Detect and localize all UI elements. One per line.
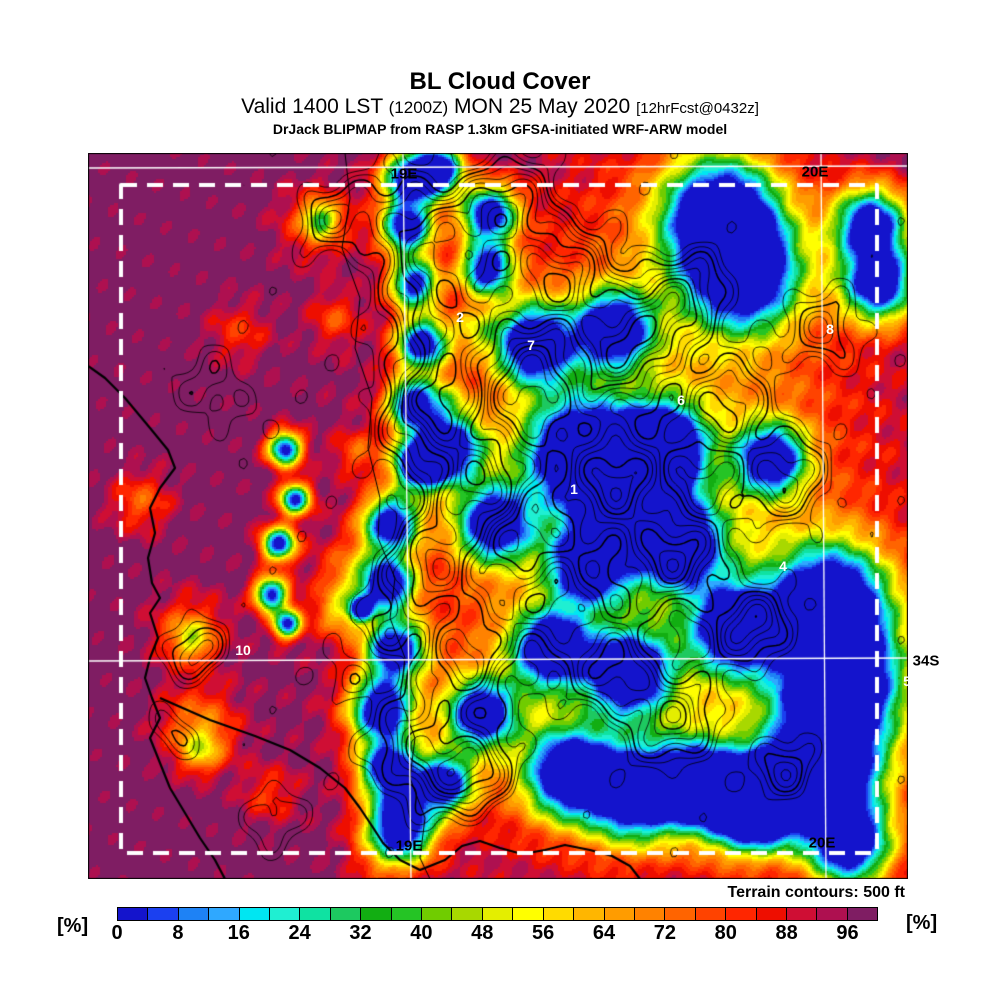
colorbar-segment	[481, 908, 513, 920]
colorbar-unit-left: [%]	[57, 915, 89, 937]
grid-label-20e: 20E	[801, 163, 829, 181]
site-number-6: 6	[677, 392, 685, 408]
grid-label-34s: 34S	[912, 652, 940, 670]
colorbar-tick-label: 24	[288, 922, 311, 944]
colorbar-segment	[238, 908, 270, 920]
colorbar-unit-right: [%]	[906, 912, 938, 934]
colorbar-tick-label: 64	[592, 922, 616, 944]
colorbar-tick-label: 40	[410, 922, 433, 944]
colorbar-tick-label: 88	[775, 922, 798, 944]
colorbar-segment	[725, 908, 756, 920]
site-number-4: 4	[779, 558, 787, 574]
colorbar-segment	[147, 908, 178, 920]
model-line: DrJack BLIPMAP from RASP 1.3km GFSA-init…	[272, 121, 728, 137]
colorbar-segment	[360, 908, 391, 920]
grid-label-19e: 19E	[395, 837, 423, 855]
terrain-contours-note: Terrain contours: 500 ft	[727, 884, 905, 901]
colorbar-segment	[816, 908, 847, 920]
colorbar-segment	[177, 908, 209, 920]
site-number-8: 8	[826, 321, 834, 337]
cloud-cover-field-canvas	[88, 153, 908, 879]
colorbar-segment	[633, 908, 665, 920]
site-number-7: 7	[527, 337, 535, 353]
page-title: BL Cloud Cover	[409, 68, 591, 95]
colorbar-segment	[269, 908, 300, 920]
site-number-10: 10	[235, 642, 251, 658]
colorbar-tick-label: 48	[471, 922, 494, 944]
colorbar-segment	[329, 908, 361, 920]
colorbar-tick-label: 32	[349, 922, 372, 944]
valid-time-z: (1200Z)	[388, 98, 449, 117]
valid-time-line: Valid 1400 LST (1200Z) MON 25 May 2020 […	[0, 95, 1000, 119]
colorbar-segment	[421, 908, 452, 920]
colorbar-tick-label: 0	[111, 922, 123, 944]
colorbar-segment	[785, 908, 817, 920]
colorbar-segment	[512, 908, 543, 920]
valid-time-date: MON 25 May 2020	[448, 95, 637, 118]
colorbar-segment	[755, 908, 786, 920]
grid-label-20e: 20E	[808, 834, 836, 852]
forecast-map: 19E 20E 19E 20E 34S 1 2 4 5 6 7 8 10	[88, 153, 939, 879]
colorbar-segment	[846, 908, 878, 920]
colorbar-tick-label: 16	[227, 922, 250, 944]
site-number-2: 2	[456, 309, 464, 325]
forecast-tag: [12hrFcst@0432z]	[636, 100, 759, 117]
colorbar-segment	[390, 908, 422, 920]
colorbar-segment	[208, 908, 239, 920]
colorbar-segment	[542, 908, 574, 920]
colorbar-segment	[603, 908, 634, 920]
colorbar-segment	[664, 908, 695, 920]
colorbar-tick-label: 72	[653, 922, 677, 944]
colorbar-segment	[299, 908, 330, 920]
colorbar-segment	[573, 908, 604, 920]
valid-time-main: Valid 1400 LST	[241, 95, 389, 118]
colorbar-tick-label: 96	[836, 922, 859, 944]
grid-label-19e: 19E	[390, 165, 418, 183]
site-number-1: 1	[570, 481, 578, 497]
colorbar-tick-label: 56	[532, 922, 555, 944]
colorbar-segment	[694, 908, 726, 920]
colorbar-tick-label: 80	[714, 922, 737, 944]
colorbar-tick-label: 8	[172, 922, 184, 944]
site-number-5: 5	[903, 673, 911, 689]
colorbar-segment	[118, 908, 148, 920]
colorbar-segment	[451, 908, 482, 920]
colorbar	[117, 907, 878, 921]
